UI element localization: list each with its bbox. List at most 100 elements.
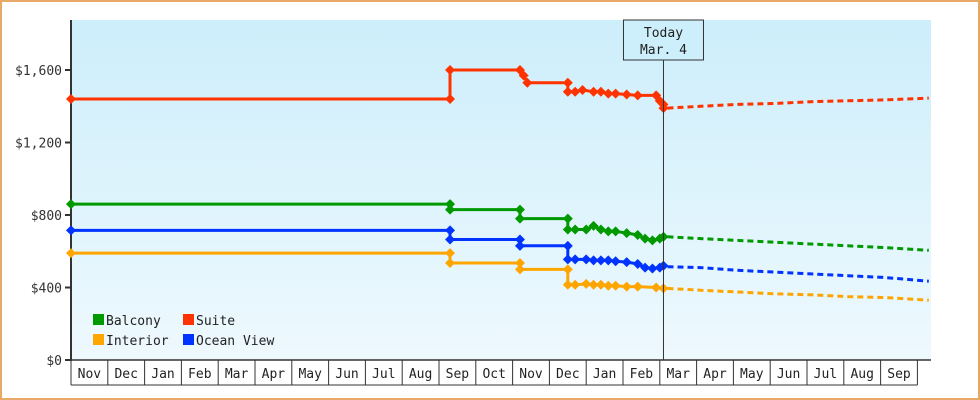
x-axis: Nov Dec Jan Feb Mar Apr May Jun Jul Aug Sep Oct Nov D… <box>70 359 931 386</box>
data-point[interactable] <box>562 240 573 251</box>
data-point[interactable] <box>570 224 581 235</box>
x-tick-label: Sep <box>446 367 470 382</box>
data-point[interactable] <box>445 248 456 259</box>
data-point[interactable] <box>588 255 599 266</box>
data-point[interactable] <box>603 255 614 266</box>
data-point[interactable] <box>610 256 621 267</box>
data-point[interactable] <box>514 240 525 251</box>
data-point[interactable] <box>445 65 456 75</box>
data-point[interactable] <box>632 281 643 292</box>
legend-label: Ocean View <box>196 334 274 349</box>
legend-item-interior[interactable]: Interior <box>93 334 169 349</box>
data-point[interactable] <box>445 94 456 104</box>
legend-item-balcony[interactable]: Balcony <box>93 314 161 329</box>
x-tick-label: Jul <box>814 367 837 382</box>
data-point[interactable] <box>570 279 581 290</box>
y-tick-label: $400 <box>31 282 62 297</box>
x-tick-label: May <box>740 367 764 382</box>
series-layer <box>66 65 929 302</box>
data-point[interactable] <box>514 264 525 275</box>
data-point[interactable] <box>588 220 599 231</box>
data-point[interactable] <box>647 235 658 246</box>
legend-swatch <box>93 314 104 325</box>
legend-swatch <box>183 314 194 325</box>
data-point[interactable] <box>595 224 606 235</box>
y-tick-label: $800 <box>31 209 62 224</box>
data-point[interactable] <box>651 282 662 293</box>
data-point[interactable] <box>562 264 573 275</box>
data-point[interactable] <box>595 279 606 290</box>
x-tick-label: Apr <box>262 367 286 382</box>
data-point[interactable] <box>562 213 573 224</box>
data-point[interactable] <box>640 262 651 273</box>
data-point[interactable] <box>632 90 643 101</box>
x-tick-label: Feb <box>630 367 654 382</box>
data-point[interactable] <box>570 254 581 265</box>
x-tick-label: Feb <box>188 367 212 382</box>
data-point[interactable] <box>562 86 573 97</box>
data-point[interactable] <box>66 225 76 236</box>
data-point[interactable] <box>514 213 525 224</box>
data-point[interactable] <box>603 280 614 291</box>
x-tick-label: May <box>298 367 322 382</box>
data-point[interactable] <box>66 248 76 259</box>
data-point[interactable] <box>518 70 529 81</box>
x-tick-label: Aug <box>850 367 873 382</box>
data-point[interactable] <box>621 257 632 268</box>
x-tick-label: Jan <box>593 367 616 382</box>
data-point[interactable] <box>621 89 632 100</box>
data-point[interactable] <box>514 204 525 215</box>
data-point[interactable] <box>621 281 632 292</box>
x-tick-label: Dec <box>114 367 137 382</box>
data-point[interactable] <box>66 199 76 210</box>
data-point[interactable] <box>562 279 573 290</box>
data-point[interactable] <box>445 258 456 269</box>
data-point[interactable] <box>581 254 592 265</box>
data-point[interactable] <box>562 224 573 235</box>
data-point[interactable] <box>588 86 599 97</box>
data-point[interactable] <box>581 224 592 235</box>
data-point[interactable] <box>514 258 525 269</box>
data-point[interactable] <box>588 279 599 290</box>
data-point[interactable] <box>522 77 533 88</box>
data-point[interactable] <box>632 258 643 269</box>
x-tick-label: Jun <box>335 367 358 382</box>
data-point[interactable] <box>445 234 456 245</box>
data-point[interactable] <box>562 254 573 265</box>
data-point[interactable] <box>595 255 606 266</box>
data-point[interactable] <box>581 278 592 289</box>
x-tick-label: Apr <box>703 367 727 382</box>
y-tick-label: $1,200 <box>15 137 62 152</box>
data-point[interactable] <box>562 77 573 88</box>
today-label: Today <box>644 26 683 41</box>
x-tick-label: Nov <box>78 367 102 382</box>
data-point[interactable] <box>621 228 632 239</box>
y-tick-label: $1,600 <box>15 64 62 79</box>
y-tick-label: $0 <box>46 354 62 369</box>
legend-swatch <box>183 334 194 345</box>
data-point[interactable] <box>577 84 588 95</box>
data-point[interactable] <box>610 88 621 99</box>
legend-item-ocean-view[interactable]: Ocean View <box>183 334 274 349</box>
data-point[interactable] <box>610 226 621 237</box>
data-point[interactable] <box>514 234 525 245</box>
data-point[interactable] <box>610 280 621 291</box>
x-tick-label: Nov <box>519 367 543 382</box>
data-point[interactable] <box>570 86 581 97</box>
data-point[interactable] <box>640 233 651 244</box>
legend-label: Suite <box>196 314 235 329</box>
legend-item-suite[interactable]: Suite <box>183 314 235 329</box>
data-point[interactable] <box>445 225 456 236</box>
data-point[interactable] <box>595 86 606 97</box>
x-tick-label: Dec <box>556 367 579 382</box>
data-point[interactable] <box>445 204 456 215</box>
plot-area <box>71 20 931 360</box>
x-tick-label: Sep <box>887 367 911 382</box>
data-point[interactable] <box>445 199 456 210</box>
data-point[interactable] <box>647 263 658 274</box>
data-point[interactable] <box>603 88 614 99</box>
data-point[interactable] <box>632 229 643 240</box>
legend-label: Interior <box>106 334 169 349</box>
data-point[interactable] <box>603 226 614 237</box>
data-point[interactable] <box>66 94 76 104</box>
